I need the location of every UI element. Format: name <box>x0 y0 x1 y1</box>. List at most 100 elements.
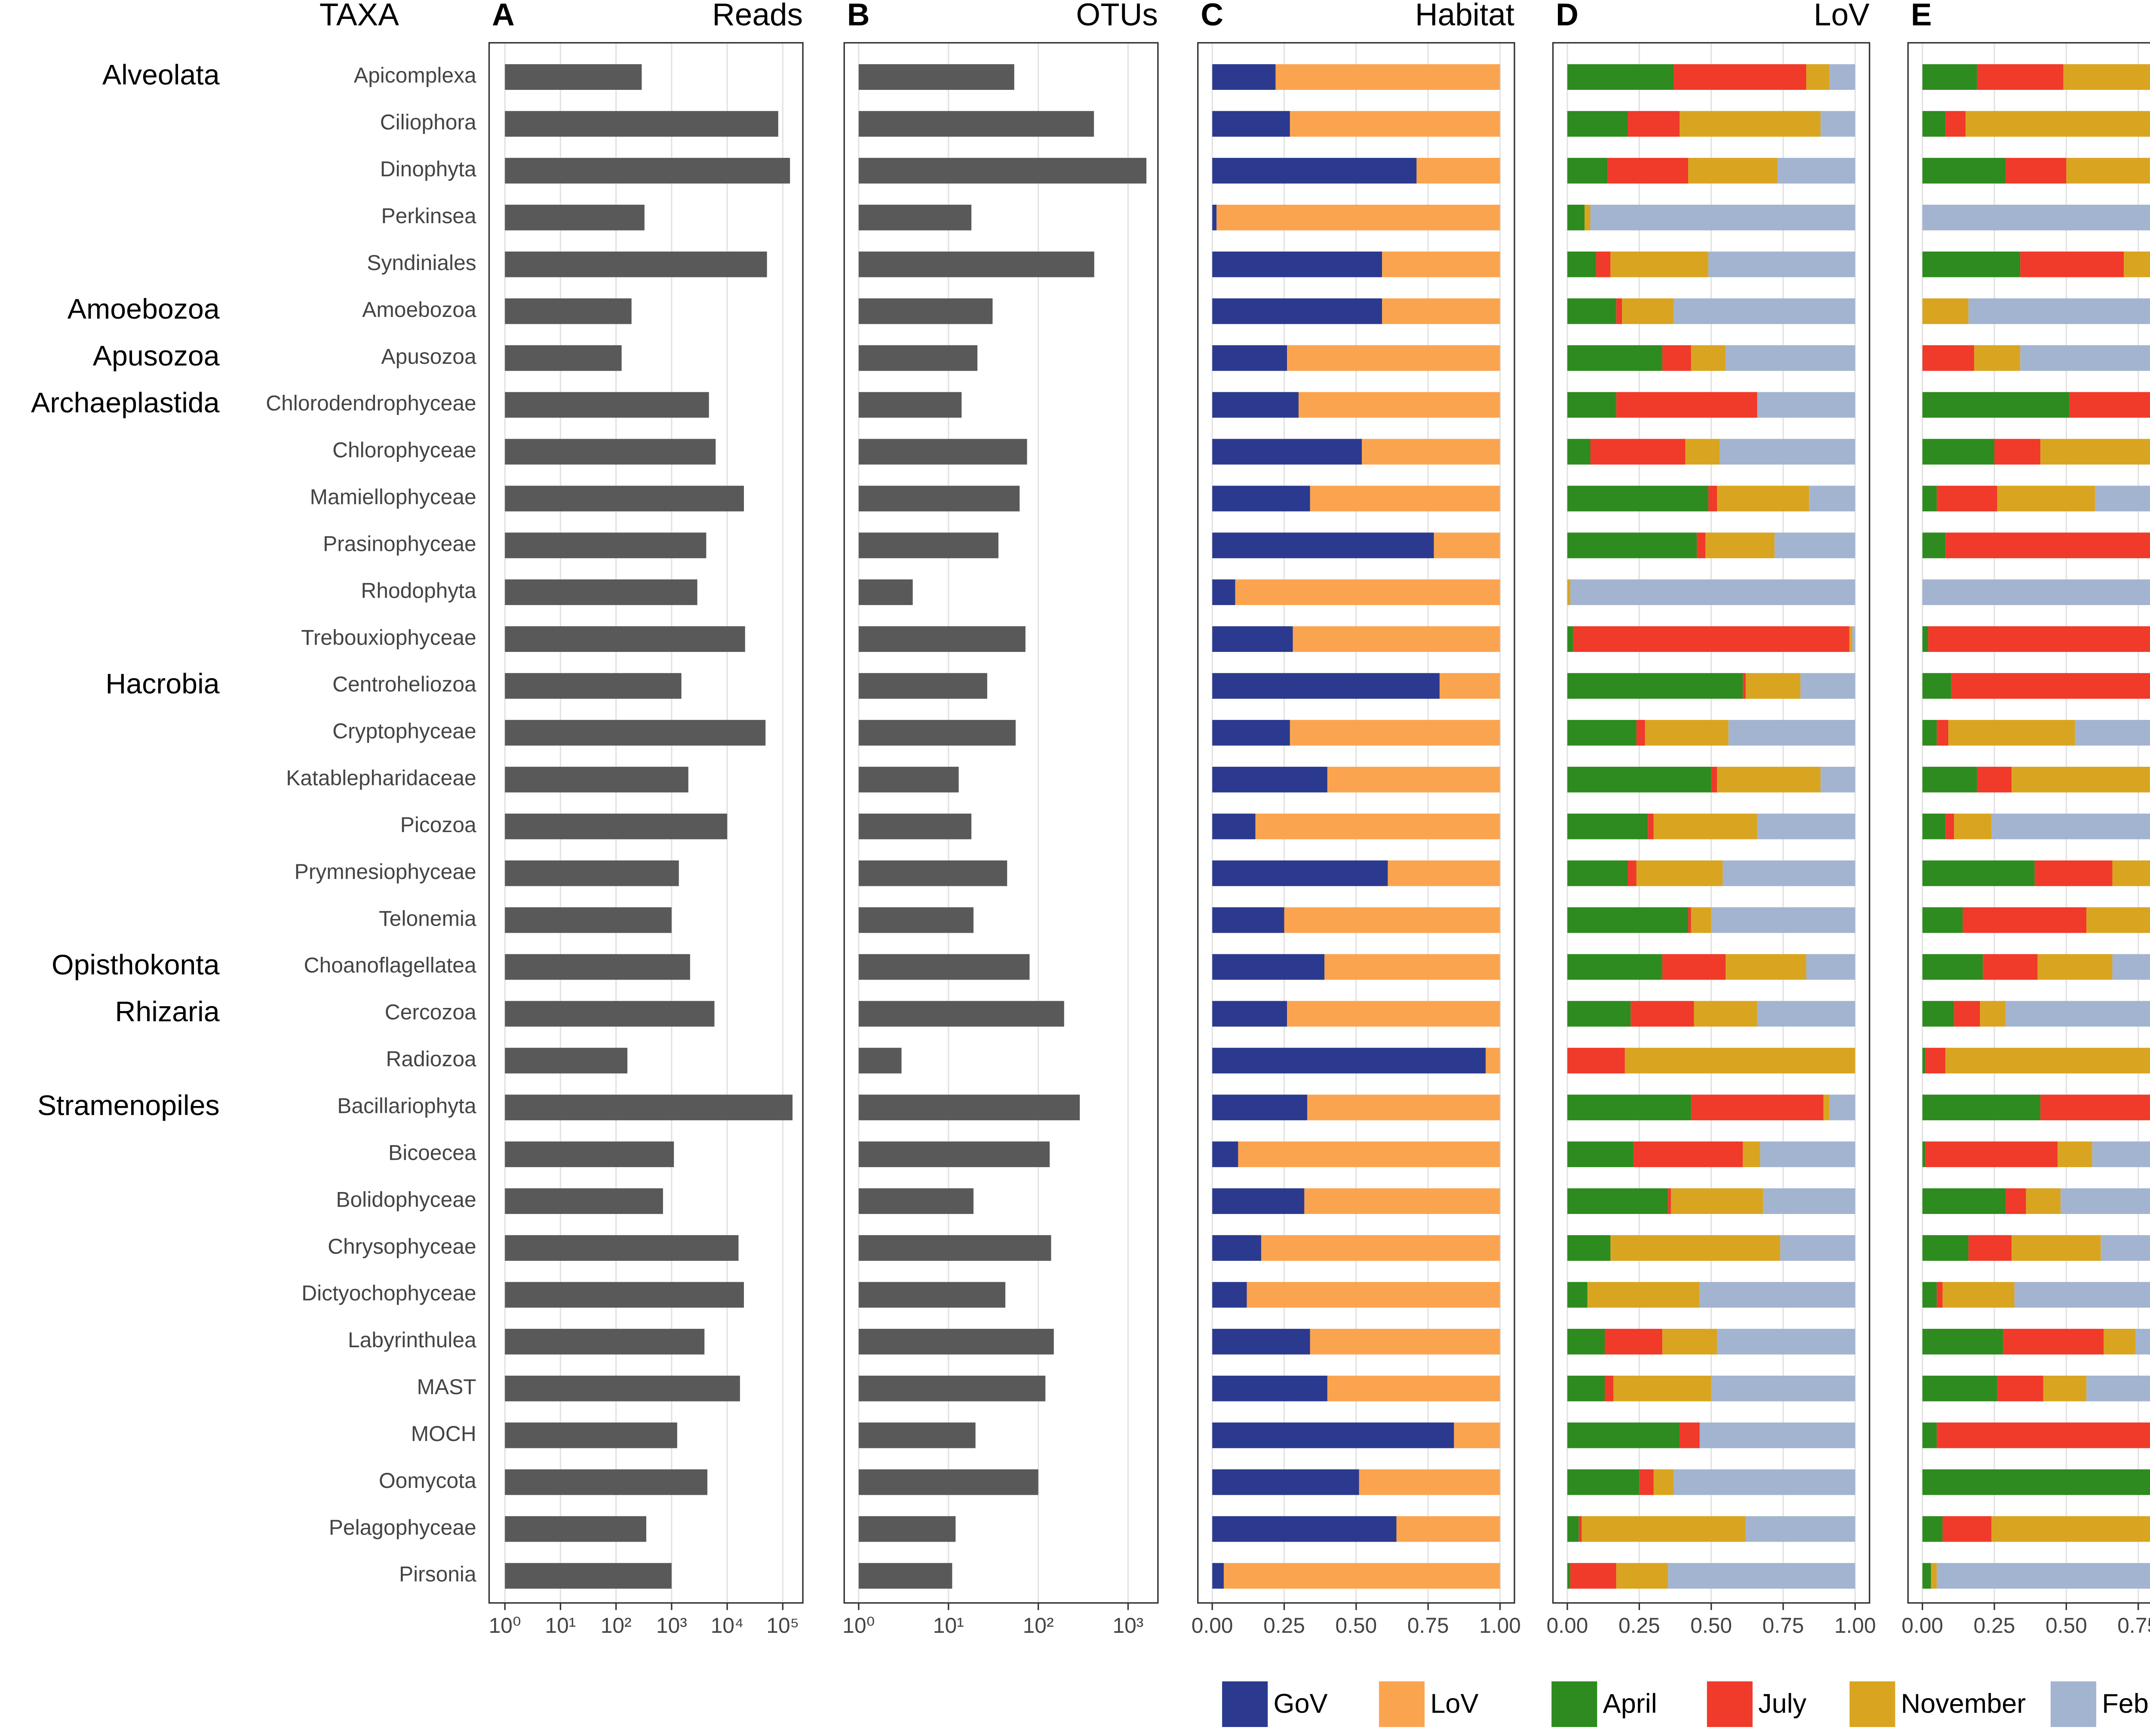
category-label: Bacillariophyta <box>337 1094 476 1118</box>
bar-segment <box>2086 1376 2150 1401</box>
bar-segment <box>1212 767 1327 793</box>
bar-segment <box>1942 1516 1992 1542</box>
panel-frame <box>1552 42 1870 1604</box>
bar-segment <box>1757 1001 1855 1027</box>
bar-segment <box>1942 1282 2015 1308</box>
bar-segment <box>1922 813 1946 839</box>
bar-segment <box>1922 1001 1954 1027</box>
bar <box>858 251 1094 277</box>
group-label: Alveolata <box>102 59 220 91</box>
category-label: Pirsonia <box>399 1562 476 1586</box>
bar-segment <box>1567 1376 1605 1401</box>
category-label: MOCH <box>411 1422 476 1446</box>
bar-segment <box>1717 485 1809 512</box>
panel-letter: D <box>1556 0 1579 32</box>
category-label: Rhodophyta <box>361 578 476 602</box>
bar-segment <box>1567 1563 1570 1589</box>
bar <box>858 907 974 933</box>
bar <box>505 767 688 793</box>
bar-segment <box>1567 907 1689 933</box>
bar-segment <box>1691 907 1711 933</box>
bar-segment <box>1968 1235 2012 1261</box>
bar-segment <box>1439 673 1500 699</box>
bar <box>858 1235 1051 1261</box>
bar-segment <box>1212 626 1293 652</box>
bar-segment <box>1668 1188 1671 1214</box>
bar-segment <box>1382 251 1500 277</box>
bar-segment <box>1304 1188 1500 1214</box>
category-label: Dictyochophyceae <box>301 1281 476 1305</box>
bar <box>505 1329 705 1355</box>
bar-segment <box>1806 64 1830 90</box>
bar-segment <box>1416 158 1500 184</box>
bar-segment <box>1922 532 1946 559</box>
category-label: Centroheliozoa <box>332 672 476 696</box>
bar <box>505 1141 674 1168</box>
bar-segment <box>2086 907 2150 933</box>
bar-segment <box>1275 64 1500 90</box>
bar <box>858 1516 956 1542</box>
bar-segment <box>1708 251 1855 277</box>
bar-segment <box>1567 251 1596 277</box>
bar-segment <box>2124 251 2150 277</box>
bar <box>505 64 642 90</box>
bar-segment <box>1633 1141 1743 1168</box>
category-label: Amoebozoa <box>362 298 476 322</box>
bar <box>858 1376 1046 1401</box>
bar-segment <box>2066 158 2150 184</box>
bar-segment <box>1694 1001 1757 1027</box>
bar-segment <box>1567 1048 1625 1074</box>
bar-segment <box>1974 345 2021 371</box>
bar-segment <box>1717 1329 1855 1355</box>
bar-segment <box>1945 532 2150 559</box>
bar-segment <box>1922 158 2006 184</box>
bar-segment <box>1327 767 1500 793</box>
bar-segment <box>2043 1376 2087 1401</box>
category-label: Chlorophyceae <box>332 438 476 462</box>
bar-segment <box>1922 485 1937 512</box>
bar-segment <box>1567 579 1570 605</box>
bar-segment <box>1997 485 2095 512</box>
bar-segment <box>1922 1329 2003 1355</box>
bar <box>858 111 1094 137</box>
bar <box>505 954 690 980</box>
bar-segment <box>2006 158 2067 184</box>
panel-frame <box>1907 42 2150 1604</box>
bar <box>505 907 672 933</box>
category-label: Picozoa <box>400 813 476 837</box>
bar-segment <box>1567 673 1743 699</box>
bar-segment <box>1726 345 1855 371</box>
bar-segment <box>1212 1469 1359 1495</box>
bar-segment <box>1991 813 2150 839</box>
bar-segment <box>1216 205 1500 230</box>
bar-segment <box>1800 673 1855 699</box>
bar-segment <box>1849 626 1852 652</box>
bar-segment <box>1922 579 2150 605</box>
group-label: Apusozoa <box>93 340 220 372</box>
x-tick-label: 1.00 <box>1479 1613 1521 1638</box>
bar-segment <box>1604 1376 1614 1401</box>
bar-segment <box>1674 1469 1855 1495</box>
bar-segment <box>1327 1376 1500 1401</box>
bar-segment <box>1662 954 1726 980</box>
bar-segment <box>1212 205 1217 230</box>
bar-segment <box>1699 1422 1855 1448</box>
category-label: Perkinsea <box>381 204 476 228</box>
bar <box>505 813 728 839</box>
bar-segment <box>1639 1469 1654 1495</box>
bar-segment <box>1573 626 1849 652</box>
bar-segment <box>1711 907 1855 933</box>
bar-segment <box>1610 1235 1781 1261</box>
category-label: Chlorodendrophyceae <box>266 391 476 415</box>
bar-segment <box>1688 158 1778 184</box>
bar-segment <box>2037 954 2113 980</box>
category-label: MAST <box>417 1375 476 1399</box>
bar-segment <box>1212 298 1382 324</box>
bar-segment <box>1212 1141 1238 1168</box>
x-tick-label: 0.25 <box>1974 1613 2015 1638</box>
panel-letter: B <box>847 0 870 32</box>
bar-segment <box>1966 111 2150 137</box>
bar-segment <box>1711 1376 1855 1401</box>
bar-segment <box>1968 298 2150 324</box>
bar <box>858 954 1030 980</box>
